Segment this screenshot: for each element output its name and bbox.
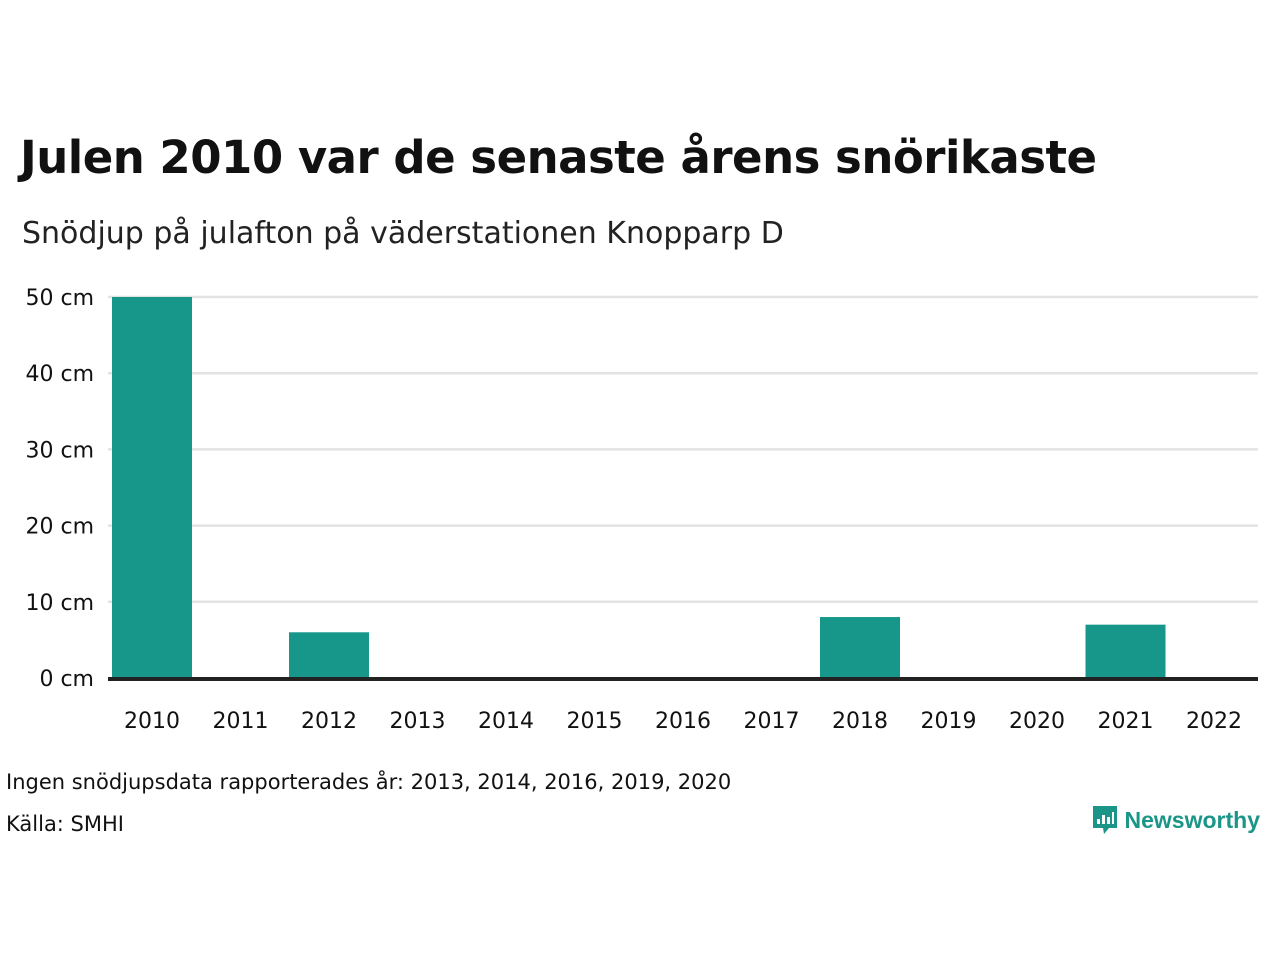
y-tick-label: 20 cm xyxy=(25,515,94,540)
x-tick-label: 2011 xyxy=(213,709,269,734)
source-note: Källa: SMHI xyxy=(6,812,124,836)
y-tick-label: 30 cm xyxy=(25,438,94,463)
x-tick-label: 2021 xyxy=(1098,709,1154,734)
x-tick-label: 2015 xyxy=(567,709,623,734)
logo-text: Newsworthy xyxy=(1124,807,1260,833)
bar-2018 xyxy=(820,617,900,678)
x-tick-label: 2012 xyxy=(301,709,357,734)
y-tick-label: 50 cm xyxy=(25,286,94,311)
bar-2021 xyxy=(1085,624,1166,678)
y-tick-label: 0 cm xyxy=(39,667,94,692)
chart-title: Julen 2010 var de senaste årens snörikas… xyxy=(20,131,1097,184)
bar-2010 xyxy=(112,297,192,678)
x-tick-label: 2010 xyxy=(124,709,180,734)
newsworthy-logo[interactable]: Newsworthy xyxy=(1091,804,1260,836)
x-tick-label: 2019 xyxy=(921,709,977,734)
x-tick-label: 2022 xyxy=(1186,709,1242,734)
bar-chart: 0 cm 10 cm 20 cm 30 cm 40 cm 50 cm 2010 2011 201… xyxy=(25,286,1258,734)
x-tick-label: 2014 xyxy=(478,709,534,734)
y-tick-label: 10 cm xyxy=(25,591,94,616)
x-tick-label: 2013 xyxy=(390,709,446,734)
y-tick-label: 40 cm xyxy=(25,362,94,387)
x-tick-label: 2018 xyxy=(832,709,888,734)
bar-chart-speech-bubble-icon xyxy=(1092,806,1117,834)
x-tick-label: 2020 xyxy=(1009,709,1065,734)
chart-subtitle: Snödjup på julafton på väderstationen Kn… xyxy=(22,216,784,251)
x-tick-label: 2016 xyxy=(655,709,711,734)
missing-data-note: Ingen snödjupsdata rapporterades år: 201… xyxy=(6,770,732,794)
x-tick-label: 2017 xyxy=(744,709,800,734)
bar-2012 xyxy=(289,632,369,678)
